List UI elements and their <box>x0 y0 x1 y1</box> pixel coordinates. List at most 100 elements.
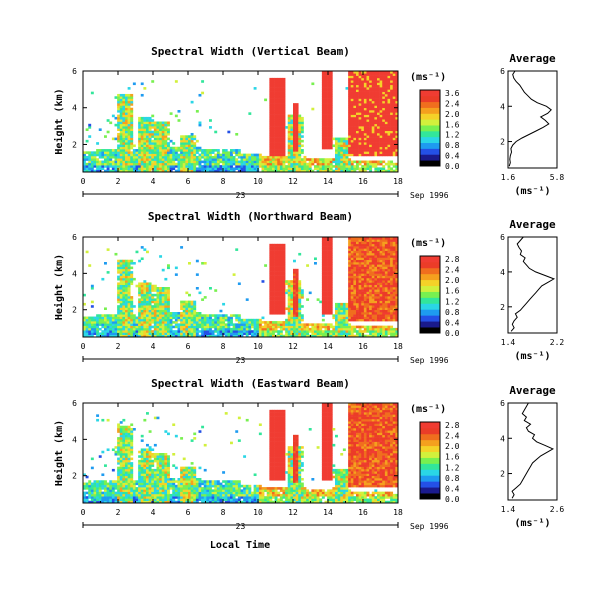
heatmap-cell <box>361 316 365 320</box>
heatmap-cell <box>324 89 328 92</box>
heatmap-cell <box>335 334 338 338</box>
heatmap-cell <box>395 146 399 150</box>
heatmap-cell <box>348 153 352 157</box>
heatmap-cell <box>188 332 191 336</box>
heatmap-cell <box>148 123 152 127</box>
heatmap-cell <box>342 153 346 157</box>
heatmap-cell <box>232 273 236 276</box>
heatmap-cell <box>327 128 331 131</box>
heatmap-cell <box>111 316 115 320</box>
heatmap-cell <box>274 273 278 276</box>
heatmap-cell <box>329 130 333 134</box>
heatmap-cell <box>358 255 362 258</box>
heatmap-cell <box>390 135 394 138</box>
heatmap-cell <box>88 160 92 164</box>
heatmap-cell <box>96 151 100 154</box>
heatmap-cell <box>274 121 278 125</box>
heatmap-cell <box>329 323 333 326</box>
heatmap-cell <box>253 327 257 331</box>
heatmap-cell <box>369 289 373 292</box>
heatmap-cell <box>327 307 331 311</box>
heatmap-cell <box>329 116 333 120</box>
heatmap-cell <box>353 309 357 313</box>
heatmap-cell <box>98 128 102 131</box>
heatmap-cell <box>109 121 113 125</box>
heatmap-cell <box>366 312 370 315</box>
heatmap-cell <box>371 259 375 263</box>
heatmap-cell <box>261 162 265 166</box>
heatmap-cell <box>366 146 370 150</box>
heatmap-cell <box>382 239 386 242</box>
heatmap-cell <box>348 246 352 249</box>
heatmap-cell <box>361 248 365 251</box>
heatmap-cell <box>272 132 275 136</box>
heatmap-cell <box>125 323 128 326</box>
heatmap-cell <box>125 307 128 311</box>
heatmap-cell <box>314 160 317 164</box>
heatmap-cell <box>327 137 331 141</box>
heatmap-cell <box>117 332 121 336</box>
heatmap-cell <box>295 160 299 164</box>
heatmap-cell <box>329 243 333 247</box>
heatmap-cell <box>127 135 131 138</box>
heatmap-cell <box>345 146 349 150</box>
heatmap-cell <box>243 160 247 164</box>
heatmap-cell <box>363 293 367 297</box>
heatmap-cell <box>198 323 202 326</box>
heatmap-cell <box>161 316 165 320</box>
heatmap-cell <box>366 327 370 331</box>
heatmap-cell <box>96 321 100 324</box>
heatmap-cell <box>308 323 312 326</box>
heatmap-cell <box>277 259 281 263</box>
heatmap-cell <box>148 149 152 152</box>
heatmap-cell <box>125 309 128 313</box>
heatmap-cell <box>93 327 97 331</box>
heatmap-cell <box>188 149 191 152</box>
heatmap-cell <box>295 316 299 320</box>
heatmap-cell <box>308 165 312 168</box>
x-tick-label: 4 <box>151 177 156 186</box>
heatmap-cell <box>329 100 333 104</box>
heatmap-cell <box>90 165 94 168</box>
heatmap-cell <box>300 327 304 331</box>
heatmap-cell <box>138 126 142 129</box>
heatmap-cell <box>106 321 110 324</box>
heatmap-cell <box>143 289 147 292</box>
heatmap-cell <box>353 87 357 90</box>
heatmap-cell <box>282 80 286 83</box>
heatmap-cell <box>321 273 325 276</box>
heatmap-cell <box>387 307 391 311</box>
heatmap-cell <box>342 321 346 324</box>
heatmap-cell <box>159 332 163 336</box>
heatmap-cell <box>172 153 176 157</box>
heatmap-cell <box>390 160 394 164</box>
heatmap-cell <box>335 142 338 145</box>
heatmap-cell <box>287 309 291 313</box>
heatmap-cell <box>211 323 215 326</box>
heatmap-cell <box>374 241 378 245</box>
heatmap-cell <box>390 110 394 113</box>
heatmap-cell <box>122 300 126 304</box>
heatmap-cell <box>363 119 367 122</box>
heatmap-cell <box>172 146 176 150</box>
heatmap-cell <box>143 327 147 331</box>
heatmap-cell <box>125 151 128 154</box>
heatmap-cell <box>293 114 296 118</box>
heatmap-cell <box>279 96 283 99</box>
heatmap-cell <box>321 169 325 173</box>
heatmap-cell <box>264 264 268 267</box>
heatmap-cell <box>219 334 223 338</box>
heatmap-cell <box>321 80 325 83</box>
heatmap-cell <box>195 160 199 164</box>
heatmap-cell <box>274 255 278 258</box>
heatmap-cell <box>219 153 223 157</box>
heatmap-cell <box>272 307 275 311</box>
heatmap-cell <box>282 146 286 150</box>
heatmap-cell <box>350 73 354 76</box>
heatmap-cell <box>190 155 194 159</box>
heatmap-cell <box>350 91 354 95</box>
heatmap-cell <box>348 132 352 136</box>
heatmap-cell <box>384 243 388 247</box>
colorbar-segment <box>420 113 440 120</box>
heatmap-cell <box>379 71 383 74</box>
